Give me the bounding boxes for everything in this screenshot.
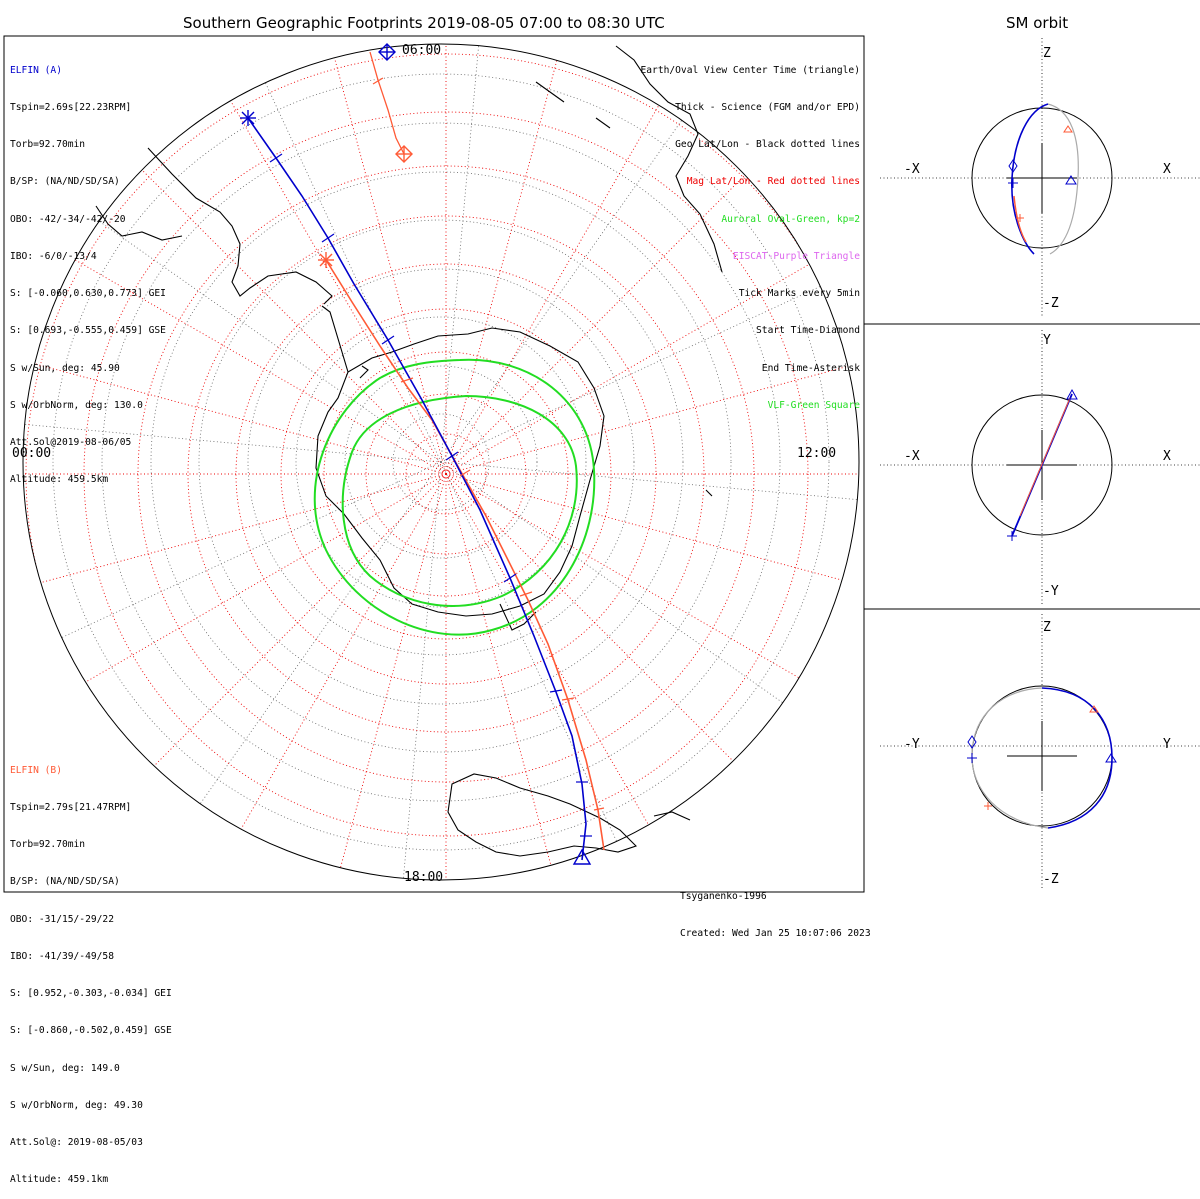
side-title: SM orbit [1006, 14, 1069, 32]
model-credit: Tsyganenko-1996 [680, 890, 767, 902]
elfin-b-line: S: [0.952,-0.303,-0.034] GEI [10, 988, 172, 1000]
grid-meridian [225, 92, 447, 475]
hour-label-left: 00:00 [12, 446, 52, 461]
elfin-a-line: OBO: -42/-34/-42/-20 [10, 213, 126, 225]
elfin-b-line: Att.Sol@: 2019-08-05/03 [10, 1137, 143, 1148]
hour-label-right: 12:00 [797, 446, 837, 461]
elfin-a-end-asterisk [240, 110, 256, 126]
geo-lat-grid [52, 73, 830, 851]
grid-meridian [331, 473, 447, 880]
panel1-right-label: X [1163, 162, 1171, 177]
elfin-b-end-asterisk [318, 252, 334, 268]
grid-meridian [445, 92, 667, 475]
sm-panel-xz [880, 38, 1200, 318]
sm-orbit-panels [864, 38, 1200, 890]
elfin-b-name: ELFIN (B) [10, 764, 62, 776]
elfin-a-line: Att.Sol@2019-08-06/05 [10, 437, 132, 448]
elfin-a-track [247, 117, 587, 861]
elfin-a-line: Altitude: 459.5km [10, 474, 109, 486]
panel1-top-label: Z [1043, 46, 1051, 61]
elfin-b-track [369, 51, 405, 155]
elfin-b-line: S w/OrbNorm, deg: 49.30 [10, 1099, 143, 1111]
elfin-a-line: B/SP: (NA/ND/SD/SA) [10, 176, 120, 188]
panel2-right-label: X [1163, 449, 1171, 464]
panel2-left-label: -X [904, 449, 920, 464]
elfin-b-track-science [325, 259, 605, 851]
elfin-a-line: Tspin=2.69s[22.23RPM] [10, 102, 132, 114]
grid-meridian [440, 45, 479, 463]
grid-meridian [225, 473, 447, 856]
hour-label-bottom: 18:00 [404, 870, 444, 885]
credits: Tsyganenko-1996 Created: Wed Jan 25 10:0… [680, 866, 871, 953]
elfin-a-name: ELFIN (A) [10, 64, 62, 76]
elfin-b-line: Altitude: 459.1km [10, 1174, 109, 1186]
panel1-bottom-label: -Z [1043, 296, 1059, 311]
panel1-left-label: -X [904, 162, 920, 177]
legend-item: Mag Lat/Lon - Red dotted lines [686, 176, 860, 188]
elfin-a-ticks [269, 153, 592, 837]
view-center-triangle [572, 848, 592, 865]
elfin-a-line: S w/OrbNorm, deg: 130.0 [10, 399, 143, 411]
elfin-b-start-diamond [395, 145, 413, 163]
legend: Earth/Oval View Center Time (triangle) T… [641, 40, 861, 425]
legend-item: EISCAT-Purple Triangle [732, 250, 860, 262]
elfin-b-line: S w/Sun, deg: 149.0 [10, 1062, 120, 1074]
footprint-map [3, 35, 1200, 893]
grid-meridian [199, 461, 442, 804]
grid-meridian [440, 461, 783, 704]
panel2-top-label: Y [1043, 333, 1051, 348]
elfin-b-line: IBO: -41/39/-49/58 [10, 950, 114, 962]
main-title: Southern Geographic Footprints 2019-08-0… [183, 14, 665, 32]
elfin-b-line: Tspin=2.79s[21.47RPM] [10, 802, 132, 814]
auroral-oval [313, 358, 596, 636]
elfin-b-line: Torb=92.70min [10, 839, 86, 851]
sm-panel-yz [880, 614, 1200, 890]
elfin-b-line: OBO: -31/15/-29/22 [10, 913, 114, 925]
elfin-b-line: S: [-0.860,-0.502,0.459] GSE [10, 1025, 172, 1037]
coastlines [95, 45, 723, 857]
elfin-a-start-diamond [378, 43, 396, 61]
legend-item: Start Time-Diamond [756, 325, 860, 337]
panel3-bottom-label: -Z [1043, 872, 1059, 887]
legend-item: Auroral Oval-Green, kp=2 [721, 213, 860, 225]
elfin-a-line: S: [-0.060,0.630,0.773] GEI [10, 288, 166, 300]
legend-item: Geo Lat/Lon - Black dotted lines [675, 139, 860, 151]
grid-meridian [445, 473, 859, 589]
created-credit: Created: Wed Jan 25 10:07:06 2023 [680, 928, 871, 940]
earth-limb [22, 43, 860, 881]
grid-meridian [445, 473, 561, 880]
legend-item: Tick Marks every 5min [738, 288, 860, 300]
grid-meridian [403, 461, 442, 879]
elfin-a-info: ELFIN (A) Tspin=2.69s[22.23RPM] Torb=92.… [10, 40, 166, 499]
elfin-a-line: S w/Sun, deg: 45.90 [10, 362, 120, 374]
panel2-bottom-label: -Y [1043, 584, 1059, 599]
map-frame [3, 35, 865, 893]
grid-meridian [445, 473, 828, 695]
elfin-b-info: ELFIN (B) Tspin=2.79s[21.47RPM] Torb=92.… [10, 740, 172, 1199]
panel3-top-label: Z [1043, 620, 1051, 635]
elfin-a-line: IBO: -6/0/-13/4 [10, 250, 97, 262]
legend-item: Earth/Oval View Center Time (triangle) [640, 64, 861, 76]
elfin-a-line: S: [0.693,-0.555,0.459] GSE [10, 325, 166, 337]
legend-item: End Time-Asterisk [761, 362, 860, 374]
grid-meridian [64, 473, 447, 695]
panel3-left-label: -Y [904, 737, 920, 752]
grid-meridian [134, 473, 447, 786]
grid-meridian [440, 461, 858, 500]
elfin-b-ticks [372, 77, 605, 811]
elfin-a-line: Torb=92.70min [10, 139, 86, 151]
sm-panel-xy [880, 330, 1200, 604]
grid-meridian [134, 162, 447, 475]
hour-label-top: 06:00 [402, 43, 442, 58]
elfin-b-line: B/SP: (NA/ND/SD/SA) [10, 876, 120, 888]
panel3-right-label: Y [1163, 737, 1171, 752]
legend-item: VLF-Green Square [767, 399, 860, 411]
legend-item: Thick - Science (FGM and/or EPD) [675, 102, 860, 114]
